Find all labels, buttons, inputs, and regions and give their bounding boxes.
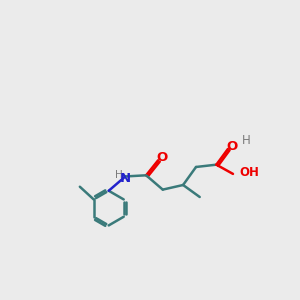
Text: O: O [156, 152, 167, 164]
Text: N: N [120, 172, 131, 185]
Text: O: O [226, 140, 237, 153]
Text: H: H [242, 134, 251, 147]
Text: OH: OH [239, 166, 259, 178]
Text: H: H [115, 170, 122, 180]
